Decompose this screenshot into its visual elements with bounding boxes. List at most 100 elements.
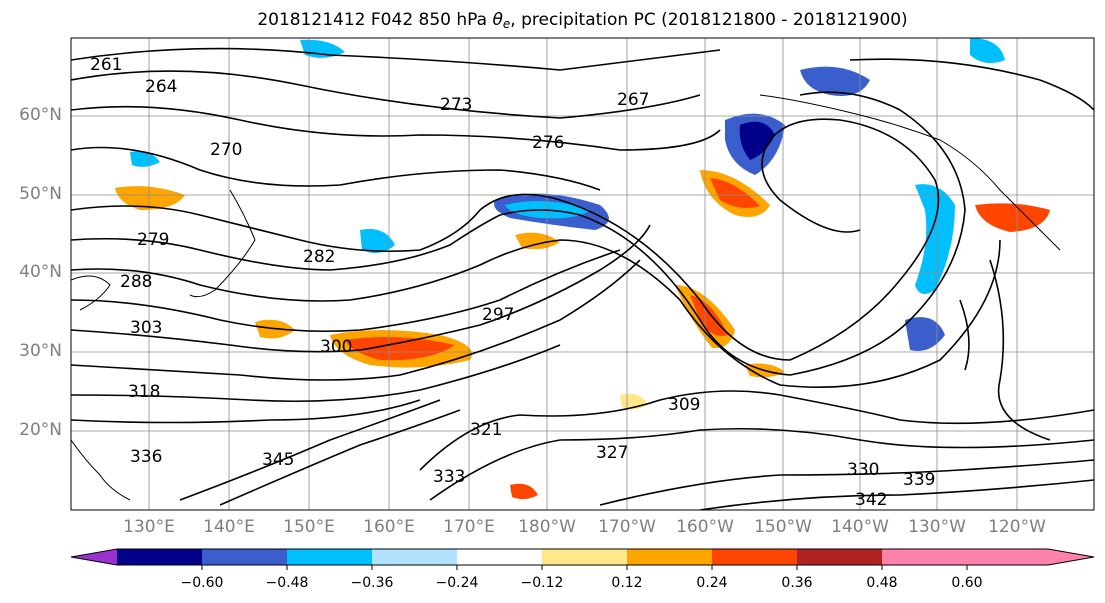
lat-label-30n: 30°N xyxy=(19,341,62,361)
contour-label: 327 xyxy=(596,443,628,463)
lat-label-60n: 60°N xyxy=(19,105,62,125)
precip-blob-negative xyxy=(130,151,160,167)
lon-label: 150°W xyxy=(754,517,812,537)
coastline-alaska xyxy=(759,94,1061,251)
contour-line xyxy=(699,479,1094,510)
contour-line xyxy=(219,409,461,506)
contour-label: 267 xyxy=(617,90,649,110)
contour-label: 264 xyxy=(145,77,177,97)
contour-label: 309 xyxy=(668,395,700,415)
colorbar-extend-high xyxy=(1048,549,1094,565)
contour-line xyxy=(71,118,940,361)
lon-label: 120°W xyxy=(988,517,1046,537)
contour-label: 282 xyxy=(303,247,335,267)
contour-line xyxy=(599,459,1094,506)
colorbar-segment xyxy=(882,549,1048,565)
contour-line xyxy=(71,146,601,191)
contour-line xyxy=(71,91,966,376)
coastline-asia xyxy=(71,275,111,311)
precip-blob-positive xyxy=(515,232,560,250)
contour-line xyxy=(849,58,1094,111)
contour-line xyxy=(71,259,641,381)
lat-label-50n: 50°N xyxy=(19,184,62,204)
lon-label: 180°W xyxy=(518,517,576,537)
colorbar-tick-label: −0.60 xyxy=(180,575,224,591)
precip-blob-positive-core xyxy=(710,178,760,208)
contour-label: 297 xyxy=(482,305,514,325)
contour-line xyxy=(989,259,1051,441)
title-theta: θ xyxy=(492,10,503,30)
map-title: 2018121412 F042 850 hPa θe, precipitatio… xyxy=(0,10,1105,31)
precip-blob-positive xyxy=(115,186,185,210)
title-suffix: , precipitation PC (2018121800 - 2018121… xyxy=(510,10,908,30)
contour-line xyxy=(71,224,651,353)
contour-label: 288 xyxy=(120,272,152,292)
lon-label: 150°E xyxy=(283,517,335,537)
lon-label: 170°W xyxy=(598,517,656,537)
colorbar-segment xyxy=(287,549,372,565)
contour-label: 270 xyxy=(210,140,242,160)
colorbar-tick-label: 0.24 xyxy=(696,575,728,591)
colorbar-segment xyxy=(797,549,882,565)
contour-line xyxy=(71,249,621,333)
contour-line xyxy=(71,70,701,119)
colorbar-tick-label: −0.48 xyxy=(265,575,309,591)
colorbar-tick-label: 0.48 xyxy=(866,575,898,591)
title-theta-sub: e xyxy=(502,17,511,31)
coastline-japan xyxy=(189,189,256,298)
contour-label: 342 xyxy=(855,490,887,510)
contour-line xyxy=(959,299,970,371)
lon-label: 130°W xyxy=(908,517,966,537)
lon-label: 130°E xyxy=(123,517,175,537)
colorbar xyxy=(70,548,1095,570)
colorbar-segment xyxy=(627,549,712,565)
precip-blob-positive xyxy=(510,483,538,500)
contour-label: 273 xyxy=(440,95,472,115)
precip-blob-positive-core xyxy=(690,295,728,336)
colorbar-segment xyxy=(372,549,457,565)
contour-label: 339 xyxy=(903,470,935,490)
colorbar-tick-label: 0.36 xyxy=(781,575,813,591)
colorbar-tick-label: 0.12 xyxy=(611,575,643,591)
colorbar-segment xyxy=(117,549,202,565)
title-prefix: 2018121412 F042 850 hPa xyxy=(257,10,493,30)
contour-line xyxy=(419,390,1094,471)
coastlines xyxy=(71,94,1061,501)
precip-shading xyxy=(115,38,1050,500)
precip-blob-positive xyxy=(975,203,1050,232)
colorbar-segment xyxy=(202,549,287,565)
contour-label: 261 xyxy=(90,55,122,75)
lon-label: 140°E xyxy=(203,517,255,537)
colorbar-segment xyxy=(712,549,797,565)
contour-line xyxy=(179,399,441,501)
contour-label: 333 xyxy=(433,467,465,487)
contour-label: 345 xyxy=(262,450,294,470)
colorbar-tick-label: −0.24 xyxy=(435,575,479,591)
contour-label: 321 xyxy=(470,420,502,440)
contour-line xyxy=(71,47,721,71)
contour-label: 336 xyxy=(130,447,162,467)
precip-blob-negative xyxy=(915,184,955,294)
colorbar-outline xyxy=(70,548,1095,566)
lat-label-40n: 40°N xyxy=(19,262,62,282)
lon-label: 160°W xyxy=(676,517,734,537)
contour-label: 303 xyxy=(130,318,162,338)
map-frame xyxy=(70,37,1095,511)
colorbar-tick-label: −0.36 xyxy=(350,575,394,591)
contour-label: 300 xyxy=(320,337,352,357)
contour-label: 330 xyxy=(847,460,879,480)
colorbar-segment xyxy=(542,549,627,565)
precip-blob-negative xyxy=(970,38,1005,64)
coastline-philippines xyxy=(71,439,131,501)
colorbar-segment xyxy=(457,549,542,565)
contour-line xyxy=(71,399,421,424)
precip-blob-negative xyxy=(800,66,870,96)
precip-blob-negative xyxy=(905,317,945,351)
contour-label: 276 xyxy=(532,133,564,153)
precip-blob-positive-core xyxy=(345,336,455,361)
colorbar-tick-label: −0.12 xyxy=(520,575,564,591)
colorbar-ticks xyxy=(201,565,968,570)
lon-label: 170°E xyxy=(443,517,495,537)
colorbar-tick-label: 0.60 xyxy=(951,575,983,591)
